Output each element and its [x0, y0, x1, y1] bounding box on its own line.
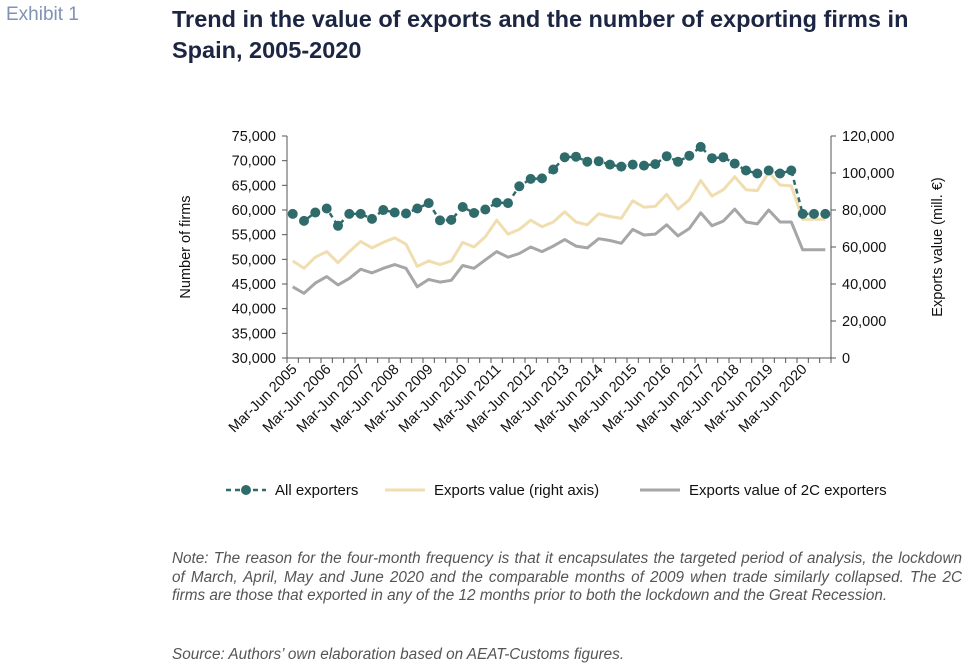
series-point: [718, 152, 729, 163]
series-point: [763, 165, 774, 176]
series-point: [729, 158, 740, 169]
series-point: [480, 204, 491, 215]
series-point: [310, 207, 321, 218]
left-axis-title: Number of firms: [178, 195, 194, 298]
exhibit-label: Exhibit 1: [6, 4, 79, 25]
right-axis-title: Exports value (mill. €): [930, 177, 946, 316]
right-axis-tick-label: 100,000: [842, 166, 894, 182]
series-point: [775, 168, 785, 179]
series-point: [605, 159, 615, 170]
series-line-2: [291, 207, 826, 295]
series-point: [525, 173, 536, 184]
right-axis-tick-label: 80,000: [842, 203, 886, 219]
series-point: [695, 141, 706, 152]
chart-title: Trend in the value of exports and the nu…: [172, 6, 909, 63]
right-axis-tick-label: 40,000: [842, 277, 886, 293]
series-point: [797, 208, 808, 219]
series-point: [673, 156, 683, 167]
left-axis-tick-label: 40,000: [232, 302, 276, 318]
series-point: [707, 153, 717, 164]
legend-label-0: All exporters: [275, 482, 358, 499]
series-point: [741, 165, 751, 176]
right-axis-tick-label: 60,000: [842, 240, 886, 256]
right-axis-tick-label: 0: [842, 351, 850, 367]
series-point: [809, 208, 819, 219]
series-point: [435, 215, 445, 226]
series-point: [593, 156, 604, 167]
series-point: [616, 161, 627, 172]
left-axis-tick-label: 75,000: [232, 129, 276, 145]
left-axis-tick-label: 55,000: [232, 228, 276, 244]
series-point: [537, 173, 547, 184]
series-point: [457, 202, 468, 212]
left-axis-tick-label: 35,000: [232, 326, 276, 342]
left-axis-tick-label: 50,000: [232, 252, 276, 268]
legend-label-2: Exports value of 2C exporters: [689, 482, 887, 499]
left-axis-tick-label: 60,000: [232, 203, 276, 219]
right-axis-tick-label: 20,000: [842, 314, 886, 330]
series-point: [491, 197, 502, 208]
series-point: [786, 165, 797, 176]
chart-source: Source: Authors’ own elaboration based o…: [172, 646, 625, 663]
series-point: [684, 150, 695, 161]
series-line-1: [291, 170, 826, 270]
series-point: [559, 152, 570, 163]
series-point: [446, 214, 457, 225]
series-point: [367, 213, 377, 224]
series-point: [378, 205, 389, 215]
series-point: [571, 151, 581, 162]
left-axis-tick-label: 45,000: [232, 277, 276, 293]
series-point: [582, 156, 593, 167]
series-point: [639, 160, 649, 171]
series-point: [820, 208, 831, 219]
left-axis-tick-label: 30,000: [232, 351, 276, 367]
series-point: [548, 164, 559, 175]
series-point: [469, 208, 479, 218]
legend-marker: [241, 485, 251, 495]
series-point: [752, 168, 763, 179]
series-point: [287, 208, 298, 219]
series-point: [321, 203, 332, 214]
left-axis-tick-label: 70,000: [232, 154, 276, 170]
series-point: [401, 208, 411, 219]
series-point: [627, 159, 638, 170]
series-point: [412, 203, 423, 214]
series-point: [503, 198, 513, 209]
series-point: [355, 208, 366, 219]
series-point: [661, 151, 672, 162]
series-point: [299, 215, 309, 226]
series-point: [423, 198, 434, 209]
legend-label-1: Exports value (right axis): [434, 482, 599, 499]
right-axis-tick-label: 120,000: [842, 129, 894, 145]
series-point: [333, 220, 343, 231]
series-point: [514, 181, 525, 192]
chart-note: Note: The reason for the four-month freq…: [172, 550, 962, 604]
series-point: [650, 159, 661, 170]
series-point: [344, 208, 355, 219]
left-axis-tick-label: 65,000: [232, 178, 276, 194]
series-point: [389, 207, 400, 218]
